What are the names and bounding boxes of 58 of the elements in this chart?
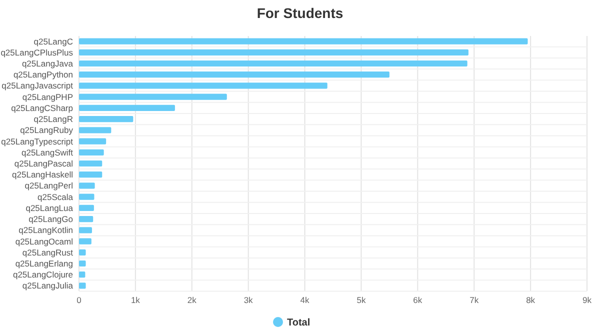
bar (79, 116, 134, 122)
bar (79, 194, 94, 200)
bar (79, 138, 106, 144)
bar (79, 72, 390, 78)
x-tick-label: 3k (244, 295, 254, 305)
y-tick-label: q25Scala (38, 192, 74, 202)
y-tick-label: q25LangClojure (12, 270, 74, 280)
x-tick-label: 6k (413, 295, 423, 305)
bar (79, 172, 102, 178)
y-tick-label: q25LangC (34, 36, 73, 46)
y-tick-label: q25LangPHP (22, 92, 74, 102)
bar (79, 227, 92, 234)
y-tick-label: q25LangTypescript (1, 136, 74, 146)
bar (79, 216, 94, 222)
y-tick-label: q25LangJavascript (2, 80, 74, 91)
bar (79, 182, 95, 189)
x-tick-label: 8k (526, 295, 536, 305)
y-tick-label: q25LangSwift (21, 147, 74, 158)
y-tick-label: q25LangLua (26, 202, 74, 213)
bar (79, 238, 92, 244)
bar (79, 260, 86, 267)
y-tick-label: q25LangGo (28, 214, 74, 224)
y-tick-label: q25LangCSharp (11, 102, 74, 113)
y-tick-label: q25LangJulia (22, 280, 74, 291)
y-tick-label: q25LangErlang (15, 258, 74, 268)
bar (79, 104, 175, 111)
bar (79, 249, 86, 256)
x-tick-label: 5k (356, 295, 366, 305)
y-tick-label: q25LangRust (22, 247, 74, 258)
y-tick-label: q25LangHaskell (12, 170, 74, 180)
bar (79, 38, 528, 44)
y-tick-label: q25LangPerl (24, 180, 74, 191)
y-tick-label: q25LangR (34, 114, 73, 124)
x-tick-label: 0 (76, 295, 82, 305)
bar (79, 49, 468, 56)
y-tick-label: q25LangCPlusPlus (0, 47, 73, 58)
y-tick-label: q25LangKotlin (18, 225, 74, 236)
bar (79, 160, 102, 167)
chart-title: For Students (256, 5, 344, 21)
y-tick-label: q25LangPython (13, 70, 74, 80)
x-tick-label: 7k (470, 295, 480, 305)
y-tick-label: q25LangPascal (14, 158, 74, 168)
bar (79, 149, 104, 156)
legend-label: Total (287, 318, 310, 328)
bar (79, 204, 94, 211)
x-tick-label: 9k (582, 295, 592, 305)
y-tick-label: q25LangJava (22, 58, 74, 68)
bar (79, 94, 227, 100)
x-tick-label: 2k (187, 295, 198, 305)
bar (79, 272, 86, 278)
bar (79, 282, 86, 289)
y-tick-label: q25LangOcaml (15, 236, 74, 246)
x-tick-label: 4k (300, 295, 310, 305)
y-tick-label: q25LangRuby (20, 125, 74, 136)
bar (79, 127, 112, 134)
bar (79, 82, 328, 89)
x-tick-label: 1k (130, 295, 141, 305)
bar (79, 60, 468, 67)
